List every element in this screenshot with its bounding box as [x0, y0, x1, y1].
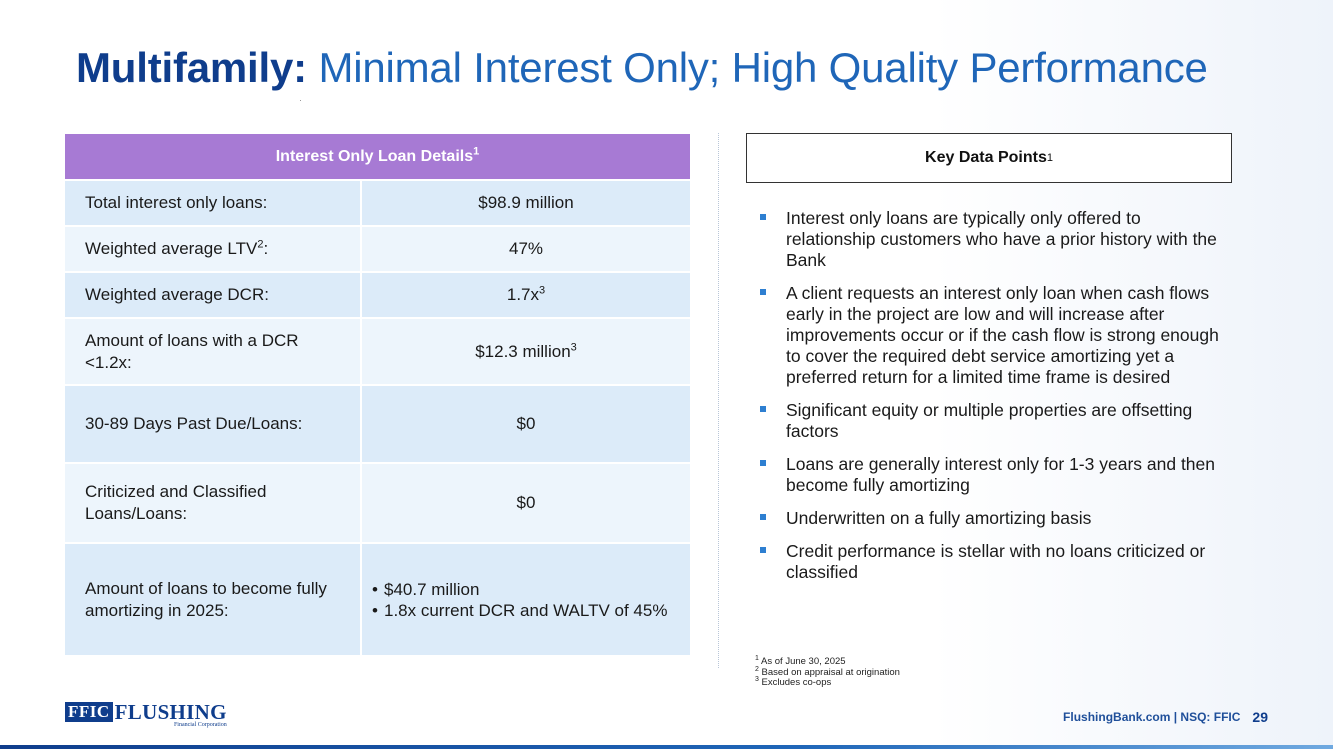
- footer-text: FlushingBank.com | NSQ: FFIC: [1063, 710, 1241, 724]
- list-item: Significant equity or multiple propertie…: [760, 400, 1230, 442]
- row-value: $12.3 million3: [360, 317, 690, 385]
- table-header: Interest Only Loan Details1: [65, 134, 690, 180]
- list-item: • 1.8x current DCR and WALTV of 45%: [372, 600, 668, 620]
- bottom-bar: [0, 745, 1333, 749]
- table-row: Total interest only loans: $98.9 million: [65, 179, 690, 226]
- logo-ticker: FFIC: [65, 702, 113, 722]
- logo-subtitle: Financial Corporation: [173, 722, 227, 728]
- bullet-square-icon: [760, 514, 766, 520]
- row-label: Weighted average DCR:: [65, 271, 361, 318]
- row-label: Criticized and Classified Loans/Loans:: [65, 462, 361, 543]
- row-label: Weighted average LTV2:: [65, 225, 361, 272]
- footnote: 1 As of June 30, 2025: [755, 654, 846, 667]
- list-item: Credit performance is stellar with no lo…: [760, 541, 1230, 583]
- row-label: 30-89 Days Past Due/Loans:: [65, 384, 361, 463]
- bullet-square-icon: [760, 214, 766, 220]
- logo-word: FLUSHING: [114, 700, 227, 724]
- table-row: Amount of loans with a DCR <1.2x: $12.3 …: [65, 317, 690, 385]
- page-number: 29: [1252, 709, 1268, 725]
- row-value: 1.7x3: [360, 271, 690, 318]
- title-rest: Minimal Interest Only; High Quality Perf…: [318, 44, 1208, 91]
- table-row: Amount of loans to become fully amortizi…: [65, 542, 690, 655]
- page-title: Multifamily: Minimal Interest Only; High…: [76, 44, 1208, 92]
- list-item: A client requests an interest only loan …: [760, 283, 1230, 388]
- row-label: Amount of loans to become fully amortizi…: [65, 542, 361, 655]
- row-value: $0: [360, 462, 690, 543]
- bullet-square-icon: [760, 547, 766, 553]
- list-item: Loans are generally interest only for 1-…: [760, 454, 1230, 496]
- row-value: $98.9 million: [360, 179, 690, 226]
- table-row: Criticized and Classified Loans/Loans: $…: [65, 462, 690, 543]
- footer: FlushingBank.com | NSQ: FFIC 29: [1063, 709, 1268, 725]
- list-item: Underwritten on a fully amortizing basis: [760, 508, 1230, 529]
- table-row: Weighted average LTV2: 47%: [65, 225, 690, 272]
- table-header-label: Interest Only Loan Details: [275, 147, 474, 165]
- bullet-square-icon: [760, 406, 766, 412]
- bullet-square-icon: [760, 460, 766, 466]
- list-item: Interest only loans are typically only o…: [760, 208, 1230, 271]
- key-data-points-heading: Key Data Points 1: [746, 133, 1232, 183]
- flushing-logo: FFIC FLUSHING Financial Corporation: [65, 702, 227, 729]
- row-label: Amount of loans with a DCR <1.2x:: [65, 317, 361, 385]
- interest-only-loan-table: Interest Only Loan Details1 Total intere…: [65, 134, 690, 655]
- divider: [718, 133, 719, 668]
- list-item: • $40.7 million: [372, 579, 480, 599]
- footnote: 2 Based on appraisal at origination: [755, 665, 900, 678]
- table-row: 30-89 Days Past Due/Loans: $0: [65, 384, 690, 463]
- stray-dot: [300, 100, 301, 101]
- table-row: Weighted average DCR: 1.7x3: [65, 271, 690, 318]
- footnotes: 1 As of June 30, 2025 2 Based on apprais…: [755, 654, 900, 689]
- row-label: Total interest only loans:: [65, 179, 361, 226]
- row-value: $0: [360, 384, 690, 463]
- row-value: • $40.7 million • 1.8x current DCR and WAL…: [360, 542, 690, 655]
- bullet-square-icon: [760, 289, 766, 295]
- title-bold: Multifamily:: [76, 44, 307, 91]
- table-header-sup: 1: [473, 145, 480, 158]
- key-data-points-list: Interest only loans are typically only o…: [760, 208, 1230, 595]
- footnote: 3 Excludes co-ops: [755, 675, 832, 688]
- row-value: 47%: [360, 225, 690, 272]
